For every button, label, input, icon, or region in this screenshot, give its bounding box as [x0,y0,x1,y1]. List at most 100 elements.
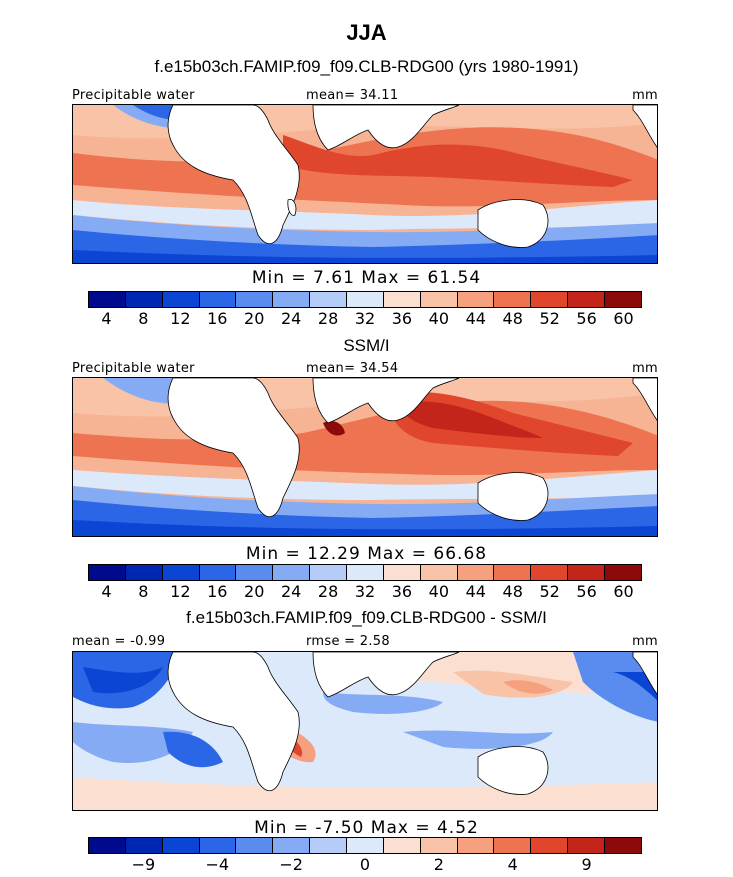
colorbar-tick-label: 56 [576,582,597,601]
panel-3-left-label: mean = -0.99 [72,634,166,649]
colorbar-tick-label: 2 [433,855,444,874]
colorbar-tick-label: 4 [101,582,112,601]
panel-1-left-label: Precipitable water [72,88,195,103]
panel-2-map [72,377,658,537]
panel-1-right-label: mm [632,88,658,103]
colorbar-tick-label: 12 [170,582,191,601]
colorbar-swatch [568,292,606,307]
colorbar-tick-label: −9 [131,855,156,874]
colorbar-swatch [199,838,237,853]
colorbar-swatch [531,838,569,853]
colorbar-tick-label: 24 [280,309,302,328]
panel-3-minmax: Min = -7.50 Max = 4.52 [254,818,479,838]
colorbar-swatch [125,292,163,307]
colorbar-tick-label: 4 [507,855,518,874]
colorbar-swatch [162,565,200,580]
main-title: JJA [346,20,387,45]
colorbar-swatch [199,292,237,307]
colorbar-swatch [383,292,421,307]
colorbar-swatch [347,838,384,853]
colorbar-tick-label: 32 [354,582,376,601]
panel-1-map [72,104,658,264]
panel-2-ticks: 4 8 12 16 20 24 28 32 36 40 44 48 52 56 60 [88,582,642,602]
colorbar-swatch [89,292,126,307]
colorbar-tick-label: 9 [581,855,592,874]
colorbar-tick-label: 28 [317,309,339,328]
panel-2-left-label: Precipitable water [72,361,195,376]
colorbar-swatch [531,292,569,307]
colorbar-tick-label: 8 [138,582,149,601]
panel-2-heading: SSM/I [343,336,390,355]
colorbar-swatch [347,565,384,580]
colorbar-swatch [273,565,311,580]
colorbar-tick-label: 12 [170,309,191,328]
colorbar-swatch [605,565,641,580]
colorbar-tick-label: 28 [317,582,339,601]
colorbar-swatch [347,292,384,307]
colorbar-tick-label: 36 [391,309,413,328]
colorbar-tick-label: 16 [207,582,228,601]
colorbar-swatch [162,292,200,307]
panel-1-minmax: Min = 7.61 Max = 61.54 [251,268,482,288]
colorbar-tick-label: 0 [359,855,371,874]
panel-2-center-label: mean= 34.54 [306,361,399,376]
panel-2-right-label: mm [632,361,658,376]
colorbar-swatch [310,838,348,853]
colorbar-swatch [310,565,348,580]
colorbar-tick-label: 60 [613,582,634,601]
colorbar-swatch [125,838,163,853]
panel-3-heading: f.e15b03ch.FAMIP.f09_f09.CLB-RDG00 - SSM… [186,608,547,627]
colorbar-swatch [494,292,532,307]
panel-1-ticks: 4 8 12 16 20 24 28 32 36 40 44 48 52 56 60 [88,309,642,329]
panel-2-colorbar [88,564,642,581]
colorbar-tick-label: 52 [539,582,560,601]
colorbar-swatch [273,292,311,307]
colorbar-tick-label: 40 [428,582,450,601]
panel-1-center-label: mean= 34.11 [306,88,399,103]
colorbar-swatch [199,565,237,580]
colorbar-swatch [568,838,606,853]
colorbar-tick-label: 20 [244,309,265,328]
colorbar-swatch [568,565,606,580]
colorbar-tick-label: 48 [502,309,523,328]
colorbar-tick-label: 40 [428,309,450,328]
colorbar-swatch [494,838,532,853]
colorbar-swatch [89,838,126,853]
colorbar-swatch [531,565,569,580]
panel-3-map [72,651,658,811]
colorbar-tick-label: 20 [244,582,265,601]
colorbar-tick-label: 44 [465,309,486,328]
colorbar-swatch [273,838,311,853]
colorbar-tick-label: 4 [101,309,112,328]
colorbar-swatch [420,292,458,307]
colorbar-swatch [605,838,641,853]
colorbar-swatch [125,565,163,580]
colorbar-swatch [457,565,495,580]
colorbar-swatch [310,292,348,307]
colorbar-tick-label: 32 [354,309,376,328]
colorbar-tick-label: −4 [205,855,230,874]
colorbar-swatch [383,565,421,580]
colorbar-tick-label: 56 [576,309,597,328]
colorbar-tick-label: 48 [502,582,523,601]
panel-3-right-label: mm [632,634,658,649]
colorbar-tick-label: 44 [465,582,486,601]
colorbar-swatch [457,292,495,307]
colorbar-tick-label: 36 [391,582,413,601]
colorbar-swatch [236,838,274,853]
colorbar-tick-label: 52 [539,309,560,328]
colorbar-tick-label: 60 [613,309,634,328]
colorbar-swatch [236,565,274,580]
colorbar-swatch [89,565,126,580]
panel-3-center-label: rmse = 2.58 [306,634,390,649]
colorbar-tick-label: 24 [280,582,302,601]
colorbar-swatch [605,292,641,307]
colorbar-swatch [236,292,274,307]
colorbar-swatch [162,838,200,853]
colorbar-tick-label: −2 [279,855,303,874]
colorbar-tick-label: 8 [138,309,149,328]
panel-3-colorbar [88,837,642,854]
colorbar-tick-label: 16 [207,309,228,328]
colorbar-swatch [420,838,458,853]
colorbar-swatch [494,565,532,580]
